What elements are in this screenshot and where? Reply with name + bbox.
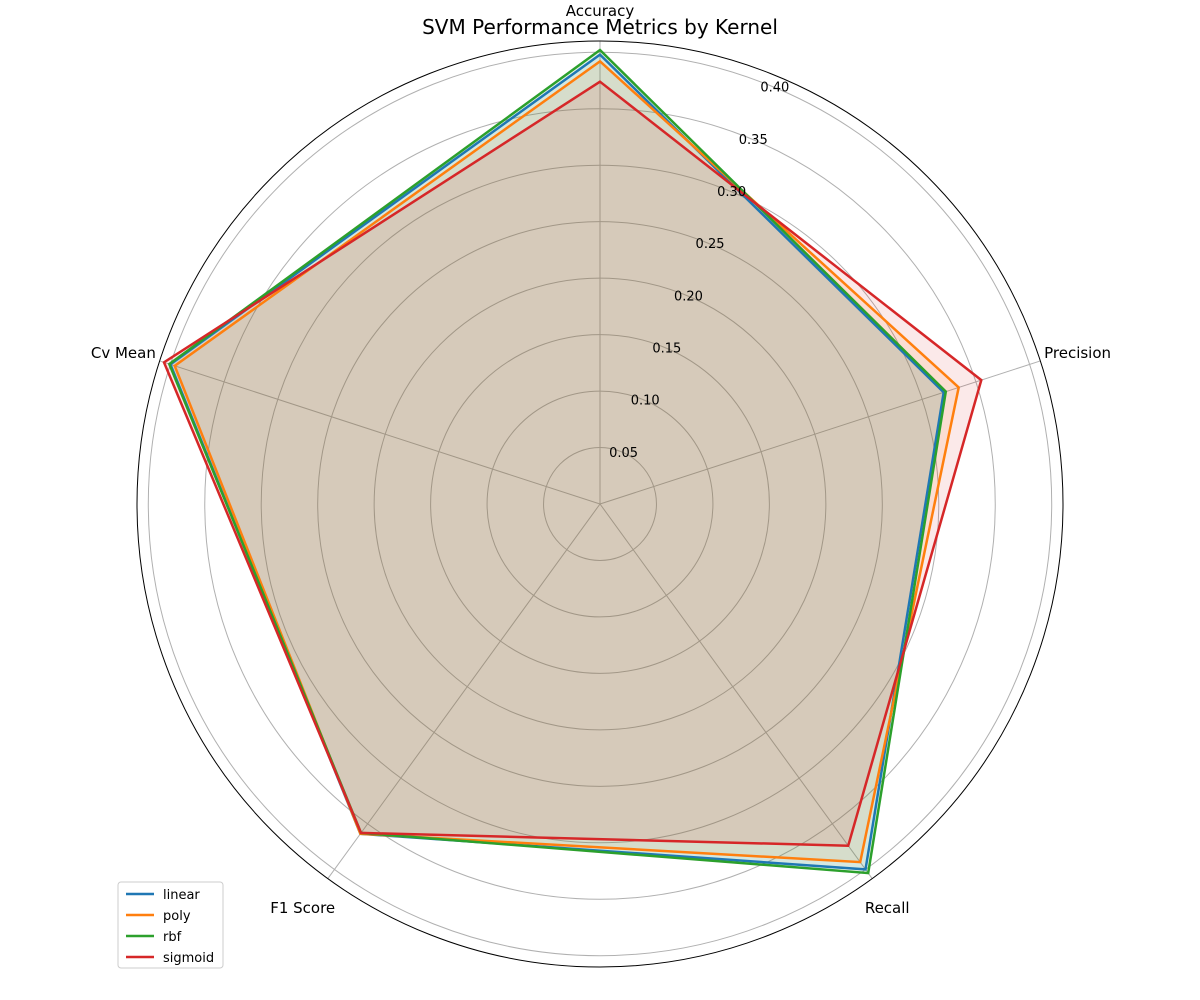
series-fill-poly	[174, 61, 959, 863]
r-tick-label: 0.10	[631, 394, 660, 409]
legend-label-rbf: rbf	[163, 930, 182, 945]
r-tick-label: 0.40	[760, 81, 789, 96]
radial-tick-labels: 0.05 0.10 0.15 0.20 0.25 0.30 0.35 0.40	[609, 81, 789, 461]
r-tick-label: 0.15	[652, 342, 681, 357]
outer-frame	[136, 40, 1064, 968]
r-tick-label: 0.20	[674, 289, 703, 304]
axis-label: F1 Score	[270, 899, 335, 917]
legend-label-linear: linear	[163, 888, 200, 903]
axis-label: Accuracy	[566, 2, 635, 20]
legend-label-poly: poly	[163, 909, 191, 924]
spoke-line	[599, 503, 873, 879]
r-tick-label: 0.05	[609, 446, 638, 461]
spoke-line	[327, 503, 601, 879]
r-tick-label: 0.25	[696, 237, 725, 252]
r-tick-label: 0.30	[717, 185, 746, 200]
series-fill-sigmoid	[164, 81, 982, 846]
axis-labels: Accuracy Precision Recall F1 Score Cv Mean	[91, 2, 1111, 917]
axis-label: Precision	[1044, 344, 1111, 362]
chart-title: SVM Performance Metrics by Kernel	[422, 15, 778, 39]
series-fill-linear	[170, 54, 944, 870]
spoke-line	[599, 360, 1041, 505]
legend-label-sigmoid: sigmoid	[163, 951, 214, 966]
axis-label: Recall	[865, 899, 910, 917]
series-line-sigmoid	[162, 80, 983, 847]
spoke-line	[159, 360, 601, 505]
series-line-poly	[173, 59, 961, 864]
series-polygons	[162, 48, 983, 875]
legend-frame	[117, 881, 224, 969]
series-fill-rbf	[169, 50, 946, 874]
grid	[136, 40, 1064, 968]
axis-label: Cv Mean	[91, 344, 156, 362]
legend: linear poly rbf sigmoid	[117, 881, 224, 969]
r-tick-label: 0.35	[739, 133, 768, 148]
